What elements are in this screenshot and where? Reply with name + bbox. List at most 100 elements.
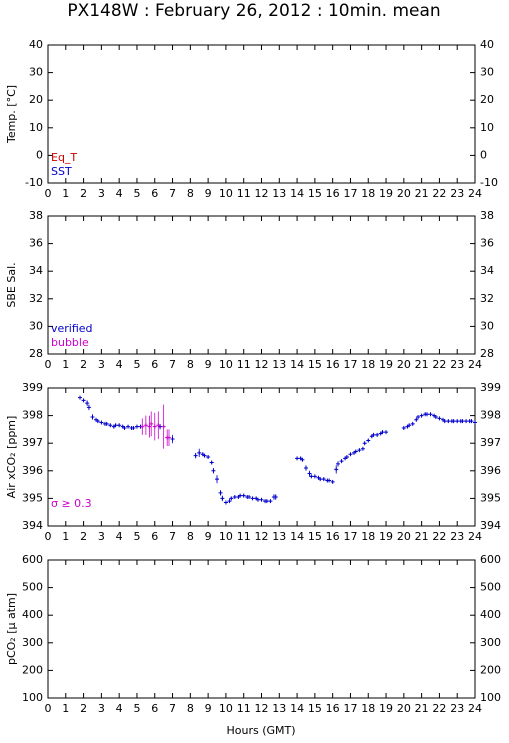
x-tick-label: 19 <box>379 187 393 200</box>
y-axis-label: Temp. [°C] <box>5 85 18 144</box>
y-tick-label: 36 <box>480 237 494 250</box>
x-tick-label: 17 <box>343 358 357 371</box>
data-point <box>428 412 433 417</box>
x-tick-label: 20 <box>397 358 411 371</box>
data-point <box>273 495 278 500</box>
x-tick-label: 14 <box>290 187 304 200</box>
data-point <box>318 477 323 482</box>
y-tick-label: 398 <box>22 409 43 422</box>
x-tick-label: 17 <box>343 702 357 715</box>
y-tick-label: 0 <box>36 148 43 161</box>
data-point <box>152 424 157 429</box>
data-point <box>464 419 469 424</box>
data-point <box>303 466 308 471</box>
data-point <box>78 395 83 400</box>
x-tick-label: 10 <box>219 358 233 371</box>
data-point <box>209 460 214 465</box>
x-tick-label: 2 <box>80 530 87 543</box>
x-tick-label: 6 <box>151 187 158 200</box>
y-tick-label: 500 <box>22 581 43 594</box>
data-point <box>156 423 161 428</box>
data-point <box>161 424 166 429</box>
plot-frame <box>47 44 476 184</box>
data-point <box>104 421 109 426</box>
y-axis-label: Air xCO₂ [ppm] <box>5 416 18 499</box>
x-tick-label: 23 <box>450 530 464 543</box>
x-tick-label: 20 <box>397 187 411 200</box>
data-point <box>193 453 198 458</box>
data-point <box>143 423 148 428</box>
data-point <box>232 495 237 500</box>
x-tick-label: 21 <box>415 358 429 371</box>
x-tick-label: 7 <box>169 530 176 543</box>
y-tick-label: 34 <box>29 264 43 277</box>
x-tick-label: 8 <box>187 358 194 371</box>
x-tick-label: 23 <box>450 358 464 371</box>
data-point <box>455 419 460 424</box>
x-tick-label: 0 <box>45 187 52 200</box>
chart-title: PX148W : February 26, 2012 : 10min. mean <box>67 1 440 21</box>
plot-frame <box>47 215 476 355</box>
y-tick-label: 399 <box>480 381 501 394</box>
x-tick-label: 14 <box>290 358 304 371</box>
y-tick-label: 32 <box>29 292 43 305</box>
y-tick-label: 397 <box>480 436 501 449</box>
data-point <box>312 474 317 479</box>
x-tick-label: 16 <box>326 702 340 715</box>
data-point <box>259 497 264 502</box>
data-point <box>108 423 113 428</box>
data-point <box>321 477 326 482</box>
x-tick-label: 1 <box>62 187 69 200</box>
data-point <box>414 417 419 422</box>
x-tick-label: 19 <box>379 702 393 715</box>
data-point <box>264 499 269 504</box>
legend-entry: σ ≥ 0.3 <box>51 497 92 510</box>
y-tick-label: 20 <box>29 93 43 106</box>
x-tick-label: 6 <box>151 702 158 715</box>
x-tick-label: 11 <box>237 702 251 715</box>
y-tick-label: 32 <box>480 292 494 305</box>
x-tick-label: 6 <box>151 358 158 371</box>
data-point <box>357 448 362 453</box>
data-point <box>268 499 273 504</box>
data-point <box>348 452 353 457</box>
data-point <box>371 432 376 437</box>
x-tick-label: 9 <box>205 702 212 715</box>
x-tick-label: 17 <box>343 187 357 200</box>
x-tick-label: 4 <box>116 187 123 200</box>
x-tick-label: 14 <box>290 702 304 715</box>
plot-frame <box>47 559 476 699</box>
data-point <box>366 438 371 443</box>
x-tick-label: 13 <box>272 187 286 200</box>
data-point <box>113 423 118 428</box>
data-point <box>360 446 365 451</box>
x-tick-label: 19 <box>379 358 393 371</box>
data-point <box>166 435 171 440</box>
y-tick-label: 600 <box>480 553 501 566</box>
data-point <box>362 441 367 446</box>
y-tick-label: 300 <box>480 636 501 649</box>
data-point <box>407 423 412 428</box>
y-tick-label: 399 <box>22 381 43 394</box>
y-tick-label: 0 <box>480 148 487 161</box>
x-tick-label: 13 <box>272 530 286 543</box>
y-tick-label: 40 <box>29 38 43 51</box>
x-tick-label: 6 <box>151 530 158 543</box>
x-tick-label: 8 <box>187 187 194 200</box>
data-point <box>117 423 122 428</box>
x-tick-label: 11 <box>237 187 251 200</box>
x-tick-label: 0 <box>45 530 52 543</box>
data-point <box>353 449 358 454</box>
data-point <box>170 437 175 442</box>
y-tick-label: 500 <box>480 581 501 594</box>
y-tick-label: 394 <box>22 519 43 532</box>
y-tick-label: 20 <box>480 93 494 106</box>
legend-entry: Eq_T <box>51 151 77 164</box>
y-tick-label: 10 <box>29 121 43 134</box>
y-tick-label: 34 <box>480 264 494 277</box>
data-point <box>140 424 145 429</box>
data-point <box>81 398 86 403</box>
data-point <box>86 405 91 410</box>
x-tick-label: 9 <box>205 187 212 200</box>
x-tick-label: 21 <box>415 187 429 200</box>
